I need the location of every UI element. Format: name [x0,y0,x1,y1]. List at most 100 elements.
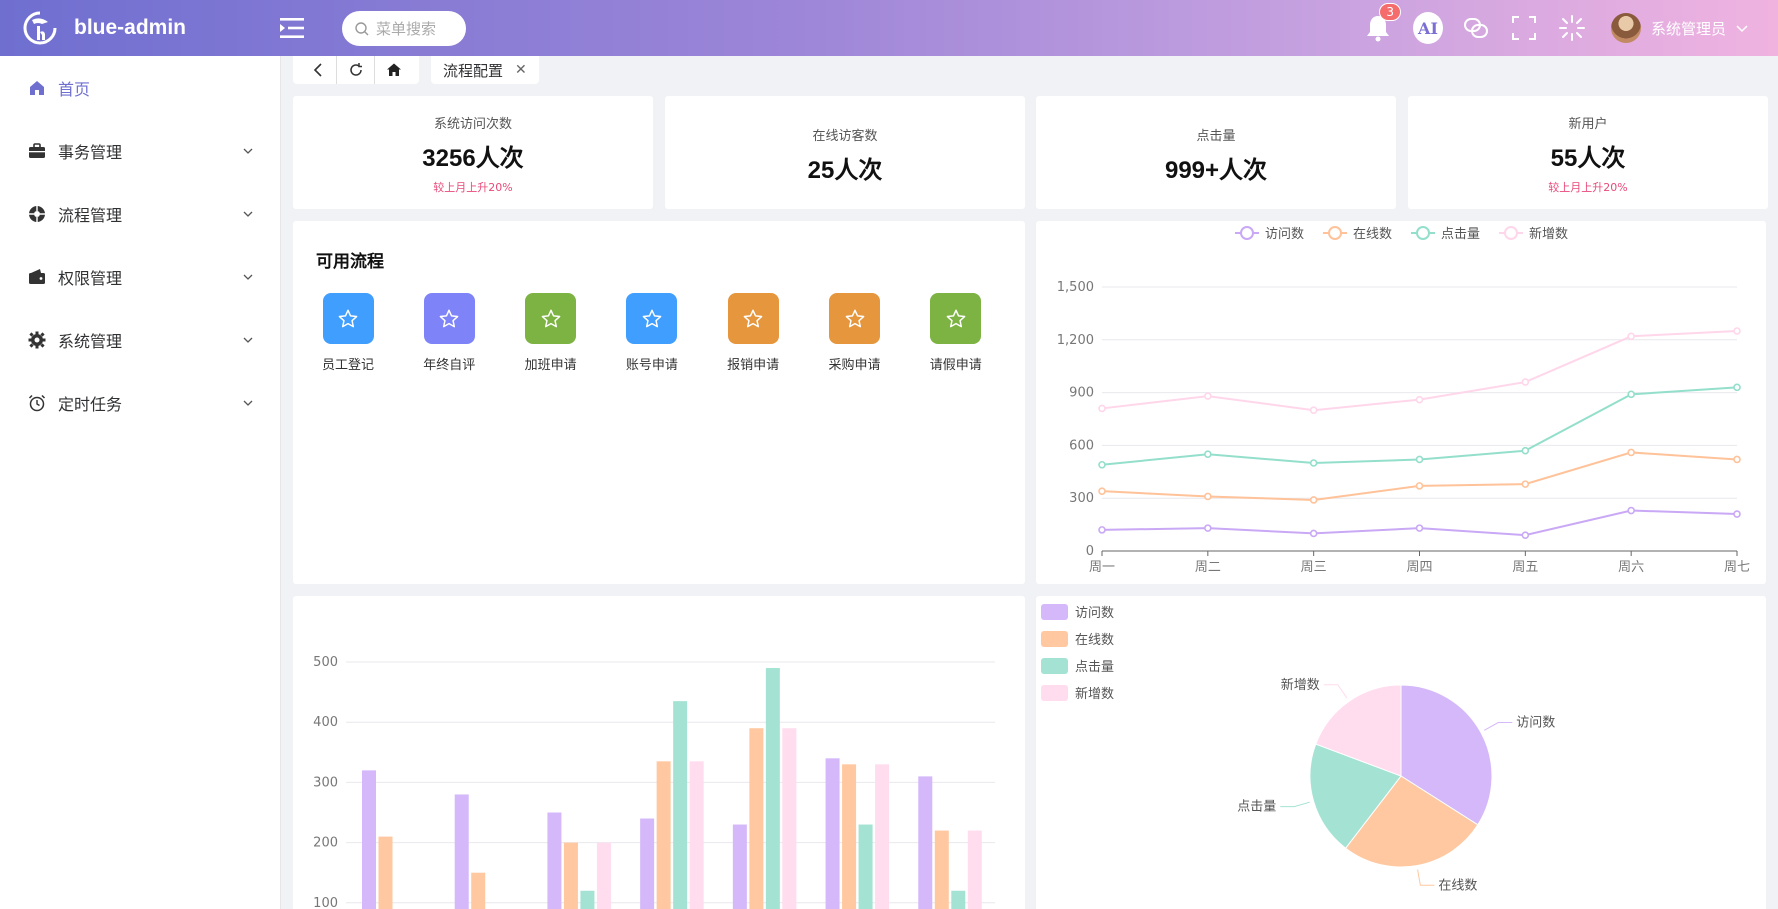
stat-card-visits: 系统访问次数 3256人次 较上月上升20% [293,96,653,209]
line-chart: 0 300 600 900 1,200 1,500 周一 周二 周三 周四 周五 周六 周七 访问数 在线数… [1057,226,1750,575]
chevron-down-icon [243,148,253,154]
bar [732,824,747,909]
process-item[interactable]: 报销申请 [718,293,788,373]
legend-label: 新增数 [1529,226,1568,242]
data-point [1627,506,1635,515]
process-label: 报销申请 [727,358,780,373]
data-point [1521,378,1530,386]
process-item[interactable]: 加班申请 [516,293,586,373]
legend-marker [1416,226,1430,240]
stat-value: 999+人次 [1164,157,1268,184]
menu-toggle-icon[interactable] [280,16,306,40]
pie-slice [1400,684,1493,826]
pie-slice [1315,684,1402,777]
process-item[interactable]: 采购申请 [820,293,890,373]
ai-button[interactable]: AI [1412,12,1443,44]
legend-label: 在线数 [1353,227,1392,242]
legend-label: 点击量 [1441,227,1480,242]
legend-label: 点击量 [1075,660,1114,675]
slice-label: 在线数 [1438,878,1477,893]
legend-swatch [1041,631,1068,647]
data-point [1415,482,1424,490]
sidebar-item-affairs[interactable]: 事务管理 [0,119,280,182]
sidebar-item-home[interactable]: 首页 [0,56,280,119]
search-input[interactable] [376,19,460,38]
process-item[interactable]: 年终自评 [414,293,484,373]
x-tick-label: 周五 [1512,560,1538,575]
star-icon [727,293,779,344]
data-point [1627,448,1635,457]
sidebar-item-system[interactable]: 系统管理 [0,308,280,371]
gear-icon [28,331,46,348]
tabs-bar: 流程配置 ✕ [293,56,539,84]
theme-button[interactable] [1557,13,1587,43]
notification-badge: 3 [1379,3,1401,21]
bar-chart: 100 200 300 400 500 [313,655,995,909]
sidebar: 首页 事务管理 流程管理 权限管理 [0,56,281,909]
legend-label: 访问数 [1265,227,1304,242]
fullscreen-icon [1511,16,1536,40]
chat-button[interactable] [1461,13,1491,43]
data-point [1521,531,1530,539]
tab-process-config[interactable]: 流程配置 ✕ [431,56,539,84]
data-point [1309,529,1318,538]
notification-button[interactable]: 3 [1363,3,1401,43]
legend-label: 访问数 [1075,606,1114,621]
star-icon [525,293,577,344]
sidebar-item-label: 流程管理 [58,205,123,225]
process-panel: 可用流程 员工登记 年终自评 加班申请 账号申请 报销申请 采购申请 请假申请 [293,221,1025,584]
sidebar-item-label: 权限管理 [58,268,123,288]
x-tick-label: 周七 [1724,560,1750,575]
sidebar-item-scheduled[interactable]: 定时任务 [0,371,280,434]
sidebar-item-flow[interactable]: 流程管理 [0,182,280,245]
process-item[interactable]: 账号申请 [617,293,687,373]
y-tick-label: 300 [1069,491,1094,506]
refresh-button[interactable] [337,56,375,84]
process-label: 加班申请 [524,358,577,373]
pie-slice [1309,743,1402,849]
sidebar-item-permissions[interactable]: 权限管理 [0,245,280,308]
stat-card-new-users: 新用户 55人次 较上月上升20% [1408,96,1768,209]
bar [749,728,764,909]
stat-value: 25人次 [807,157,883,184]
stat-label: 在线访客数 [812,129,878,144]
chevron-down-icon[interactable] [1736,22,1748,34]
stat-label: 点击量 [1196,129,1236,144]
back-button[interactable] [299,56,337,84]
chevron-down-icon [243,274,253,280]
briefcase-icon [29,142,45,158]
process-item[interactable]: 员工登记 [313,293,383,373]
data-point [1098,487,1106,495]
star-icon [930,293,982,344]
sidebar-item-label: 首页 [58,79,91,99]
tab-label: 流程配置 [443,61,504,80]
app-title: blue-admin [74,16,187,39]
stat-value: 3256人次 [422,145,524,172]
fullscreen-button[interactable] [1509,13,1539,43]
data-point [1204,524,1212,532]
stat-delta: 较上月上升20% [1548,181,1628,194]
x-tick-label: 周二 [1195,560,1221,575]
menu-search[interactable] [342,11,466,46]
bar [765,668,780,909]
star-icon [829,293,880,344]
line-chart-panel: 0 300 600 900 1,200 1,500 周一 周二 周三 周四 周五 周六 周七 访问数 在线数… [1036,221,1766,584]
bar-chart-panel: 100 200 300 400 500 [293,596,1025,909]
legend-marker [1504,226,1518,240]
data-point [1204,392,1212,400]
star-icon [423,293,475,344]
flow-icon [29,205,45,222]
bell-icon [1366,16,1389,42]
home-tab-button[interactable] [375,56,413,84]
app-logo[interactable] [22,10,58,46]
pie-slice [1344,775,1479,868]
close-icon[interactable]: ✕ [515,62,527,78]
bar [547,812,562,909]
legend-swatch [1041,685,1068,701]
user-avatar[interactable] [1610,13,1641,43]
bar [378,836,393,909]
user-name[interactable]: 系统管理员 [1650,19,1726,38]
process-item[interactable]: 请假申请 [921,293,991,373]
x-tick-label: 周三 [1301,560,1327,575]
